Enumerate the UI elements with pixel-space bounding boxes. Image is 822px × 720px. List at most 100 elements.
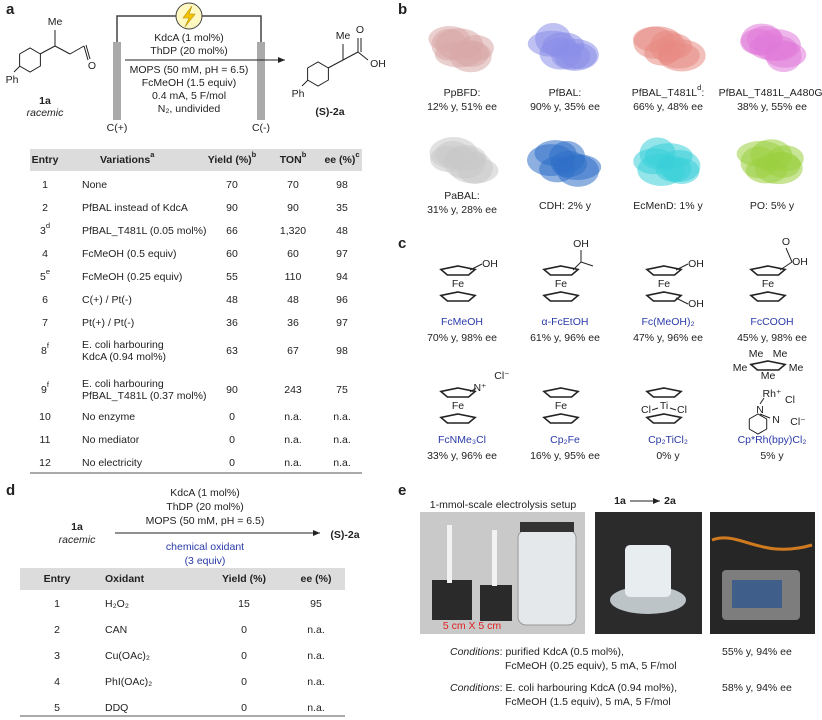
text-part: e <box>46 267 50 276</box>
scale-label: 5 cm X 5 cm <box>443 620 502 632</box>
conditions-result: 58% y, 94% ee <box>722 682 792 694</box>
atom-label: Cl <box>641 404 651 416</box>
bond <box>327 59 344 69</box>
table-cell: PfBAL instead of KdcA <box>82 202 188 214</box>
atom-label: OH <box>688 298 704 310</box>
table-cell: H₂O₂ <box>105 598 129 610</box>
table-cell: No mediator <box>82 434 140 446</box>
enzyme-result: 38% y, 55% ee <box>737 101 807 113</box>
table-cell: n.a. <box>307 702 325 714</box>
text-part: PaBAL: <box>444 190 480 202</box>
table-cell: 2 <box>42 202 48 214</box>
condition-text: FcMeOH (1.5 equiv) <box>142 77 237 89</box>
table-cell: 1 <box>42 179 48 191</box>
table-cell: n.a. <box>333 411 351 423</box>
protein-structure <box>539 156 576 183</box>
cp-ring <box>542 265 580 276</box>
enzyme-name: PfBAL_T481L_A480G: <box>719 87 822 99</box>
enzyme-name: CDH: 2% y <box>539 200 592 212</box>
table-cell: 15 <box>238 598 250 610</box>
electrode-label: C(-) <box>252 122 270 134</box>
atom-label: N⁺ <box>473 382 487 394</box>
enzyme-name: PfBAL_T481Ld: <box>632 83 704 98</box>
table-cell: 9f <box>41 380 50 395</box>
mediator-name: α-FcEtOH <box>542 316 589 328</box>
table-header: Variationsa <box>100 150 155 165</box>
text-part: Entry <box>32 154 59 166</box>
lightning <box>182 5 196 28</box>
table-cell: 55 <box>226 271 238 283</box>
conditions-text: Conditions: E. coli harbouring KdcA (0.9… <box>450 682 677 694</box>
mediator-name: FcNMe₃Cl <box>438 434 486 446</box>
table-cell: 2 <box>54 624 60 636</box>
table-header: Oxidant <box>105 573 145 585</box>
arrow-head <box>278 57 285 63</box>
atom-label: O <box>88 60 96 72</box>
photo-caption: 1-mmol-scale electrolysis setup <box>430 499 577 511</box>
mediator-result: 0% y <box>656 450 680 462</box>
table-cell: 94 <box>336 271 348 283</box>
text-part: PpBFD: <box>444 87 481 99</box>
text-part: 10 <box>39 411 51 423</box>
atom-label: Fe <box>555 400 567 412</box>
table-cell: Pt(+) / Pt(-) <box>82 317 134 329</box>
atom-label: O <box>356 24 364 36</box>
cp-ring <box>645 413 683 424</box>
photo-detail <box>517 529 577 626</box>
conditions-label: Conditions <box>450 682 500 694</box>
enzyme-name: PfBAL: <box>549 87 582 99</box>
table-header: Yield (%) <box>222 573 266 585</box>
table-cell: 4 <box>54 676 60 688</box>
table-cell: n.a. <box>307 650 325 662</box>
photo-detail <box>432 580 472 620</box>
table-cell: FcMeOH (0.5 equiv) <box>82 248 177 260</box>
table-cell: 96 <box>336 294 348 306</box>
protein-structure <box>452 41 489 68</box>
protein-structure <box>430 145 467 172</box>
atom-label: N <box>756 404 764 416</box>
bond <box>13 65 21 73</box>
table-cell: 1,320 <box>280 225 306 237</box>
table-cell: DDQ <box>105 702 128 714</box>
text-part: 4 <box>42 248 48 260</box>
bond <box>54 45 71 55</box>
atom-label: Me <box>749 348 764 360</box>
text-part: 8 <box>41 345 47 357</box>
photo-detail <box>732 580 782 608</box>
text-part: 5 <box>40 271 46 283</box>
compound-label: 1a <box>39 95 51 107</box>
table-cell: No enzyme <box>82 411 135 423</box>
atom-label: OH <box>370 58 386 70</box>
protein-structure <box>767 145 804 172</box>
table-cell: 98 <box>336 345 348 357</box>
condition-text: MOPS (50 mM, pH = 6.5) <box>146 515 265 527</box>
photo-detail <box>625 545 671 597</box>
compound-label: 1a <box>71 521 83 533</box>
table-cell: 7 <box>42 317 48 329</box>
condition-text: (3 equiv) <box>185 555 226 567</box>
text-part: b <box>302 150 307 159</box>
table-cell: 12 <box>39 457 51 469</box>
text-part: 1 <box>42 179 48 191</box>
bond <box>357 51 369 61</box>
atom-label: Me <box>773 348 788 360</box>
panel-label: a <box>6 1 15 18</box>
table-cell: 36 <box>287 317 299 329</box>
condition-text: chemical oxidant <box>166 541 244 553</box>
atom-label: OH <box>688 258 704 270</box>
text-part: EcMenD: 1% y <box>633 200 703 212</box>
table-cell: 60 <box>287 248 299 260</box>
atom-label: Ph <box>6 74 19 86</box>
bond <box>342 51 359 61</box>
enzyme-result: 31% y, 28% ee <box>427 204 497 216</box>
benzene-ring <box>19 47 41 73</box>
table-cell: 1 <box>54 598 60 610</box>
table-cell: 0 <box>241 650 247 662</box>
table-cell: n.a. <box>307 676 325 688</box>
text-part: 6 <box>42 294 48 306</box>
condition-text: 0.4 mA, 5 F/mol <box>152 90 226 102</box>
atom-label: Cl⁻ <box>494 370 510 382</box>
photo-detail <box>447 525 452 583</box>
atom-label: Ph <box>292 88 305 100</box>
